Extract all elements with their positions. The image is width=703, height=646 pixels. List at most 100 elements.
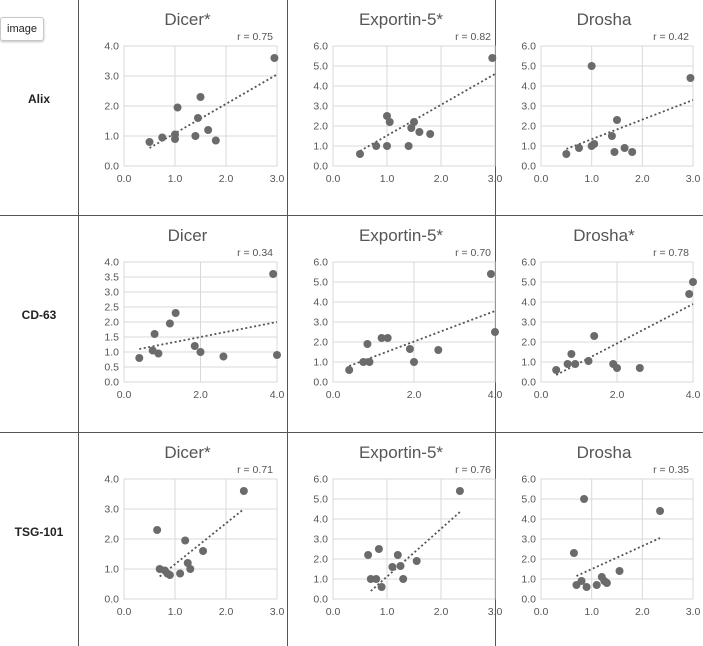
y-tick-label: 0.5 bbox=[104, 362, 119, 374]
y-tick-label: 1.5 bbox=[104, 332, 119, 344]
x-tick-label: 1.0 bbox=[380, 606, 395, 618]
x-tick-label: 2.0 bbox=[219, 173, 234, 185]
data-point bbox=[181, 536, 190, 545]
r-value-label: r = 0.78 bbox=[653, 247, 689, 259]
y-tick-label: 2.0 bbox=[521, 337, 536, 349]
x-tick-label: 1.0 bbox=[584, 173, 599, 185]
y-tick-label: 0.0 bbox=[521, 377, 536, 389]
data-point bbox=[273, 351, 281, 359]
scatter-panel-2: 0.0 1.0 2.0 3.0 4.0 5.0 6.0 0.0 1.0 2.0 3.0 Exporti… bbox=[313, 10, 502, 185]
data-point bbox=[434, 346, 443, 354]
x-tick-label: 3.0 bbox=[686, 173, 701, 185]
trendline bbox=[576, 537, 661, 577]
data-point bbox=[620, 144, 629, 152]
row-label-tsg101: TSG-101 bbox=[14, 525, 64, 539]
y-tick-label: 3.0 bbox=[521, 317, 536, 329]
y-tick-label: 5.0 bbox=[313, 494, 328, 506]
x-tick-label: 2.0 bbox=[610, 389, 625, 401]
r-value-label: r = 0.76 bbox=[455, 464, 491, 476]
data-point bbox=[145, 138, 154, 146]
y-tick-label: 3.0 bbox=[521, 101, 536, 113]
y-tick-label: 4.0 bbox=[521, 514, 536, 526]
trendline bbox=[566, 99, 694, 150]
chart-title: Exportin-5* bbox=[359, 10, 443, 29]
x-tick-label: 0.0 bbox=[117, 173, 132, 185]
data-point bbox=[410, 358, 418, 366]
y-tick-label: 2.0 bbox=[313, 337, 328, 349]
data-point bbox=[190, 342, 199, 350]
y-tick-label: 2.0 bbox=[521, 554, 536, 566]
data-point bbox=[153, 526, 162, 534]
x-tick-label: 1.0 bbox=[168, 606, 183, 618]
data-point bbox=[582, 583, 591, 591]
chart-title: Dicer* bbox=[164, 10, 211, 29]
x-tick-label: 3.0 bbox=[686, 606, 701, 618]
x-tick-label: 0.0 bbox=[326, 606, 341, 618]
x-tick-label: 3.0 bbox=[488, 173, 503, 185]
r-value-label: r = 0.35 bbox=[653, 464, 689, 476]
x-tick-label: 3.0 bbox=[270, 606, 285, 618]
data-point bbox=[191, 132, 200, 140]
y-tick-label: 1.0 bbox=[104, 131, 119, 143]
y-tick-label: 0.0 bbox=[521, 594, 536, 606]
chart-title: Dicer bbox=[168, 226, 208, 245]
data-point bbox=[270, 54, 279, 62]
x-tick-label: 0.0 bbox=[534, 389, 549, 401]
data-point bbox=[365, 358, 374, 366]
y-tick-label: 2.0 bbox=[104, 101, 119, 113]
data-point bbox=[399, 575, 408, 583]
chart-title: Dicer* bbox=[164, 443, 211, 462]
x-tick-label: 2.0 bbox=[434, 606, 449, 618]
data-point bbox=[584, 357, 593, 365]
y-tick-label: 2.0 bbox=[521, 121, 536, 133]
x-tick-label: 3.0 bbox=[270, 173, 285, 185]
trendline bbox=[555, 303, 694, 376]
y-tick-label: 5.0 bbox=[313, 277, 328, 289]
data-point bbox=[610, 148, 619, 156]
x-tick-label: 4.0 bbox=[270, 389, 285, 401]
y-tick-label: 2.5 bbox=[104, 302, 119, 314]
data-point bbox=[385, 118, 394, 126]
y-tick-label: 3.0 bbox=[104, 287, 119, 299]
x-tick-label: 4.0 bbox=[686, 389, 701, 401]
y-tick-label: 3.0 bbox=[521, 534, 536, 546]
y-tick-label: 1.0 bbox=[521, 574, 536, 586]
data-point bbox=[580, 495, 589, 503]
data-point bbox=[393, 551, 402, 559]
r-value-label: r = 0.70 bbox=[455, 247, 491, 259]
data-point bbox=[412, 557, 421, 565]
data-point bbox=[219, 352, 228, 361]
y-tick-label: 1.0 bbox=[313, 574, 328, 586]
data-point bbox=[377, 334, 386, 342]
data-point bbox=[685, 290, 694, 298]
r-value-label: r = 0.42 bbox=[653, 31, 689, 43]
data-point bbox=[196, 93, 205, 101]
data-point bbox=[186, 565, 195, 573]
data-point bbox=[491, 328, 499, 336]
y-tick-label: 2.0 bbox=[313, 554, 328, 566]
data-point bbox=[486, 270, 495, 278]
y-tick-label: 1.0 bbox=[313, 357, 328, 369]
data-point bbox=[686, 74, 695, 82]
data-point bbox=[635, 364, 644, 372]
data-point bbox=[173, 103, 182, 112]
y-tick-label: 5.0 bbox=[313, 61, 328, 73]
data-point bbox=[407, 124, 416, 132]
x-tick-label: 0.0 bbox=[534, 606, 549, 618]
data-point bbox=[135, 354, 144, 362]
scatter-panel-4: 0.0 0.5 1.0 1.5 2.0 2.5 3.0 3.5 4.0 0.0 2.0 4.0 Dice… bbox=[104, 226, 284, 401]
grid-divider-2 bbox=[287, 0, 288, 646]
scatter-panel-6: 0.0 1.0 2.0 3.0 4.0 5.0 6.0 0.0 2.0 4.0 Drosha* r =… bbox=[521, 226, 700, 401]
y-tick-label: 6.0 bbox=[313, 257, 328, 269]
data-point bbox=[383, 334, 392, 342]
y-tick-label: 0.0 bbox=[313, 377, 328, 389]
y-tick-label: 0.0 bbox=[104, 594, 119, 606]
data-point bbox=[613, 116, 621, 124]
scatter-panel-9: 0.0 1.0 2.0 3.0 4.0 5.0 6.0 0.0 1.0 2.0 3.0 Drosha r… bbox=[521, 443, 700, 618]
data-point bbox=[363, 340, 372, 348]
data-point bbox=[211, 136, 220, 145]
chart-title: Exportin-5* bbox=[359, 443, 443, 462]
x-tick-label: 0.0 bbox=[117, 389, 132, 401]
data-point bbox=[165, 319, 174, 328]
